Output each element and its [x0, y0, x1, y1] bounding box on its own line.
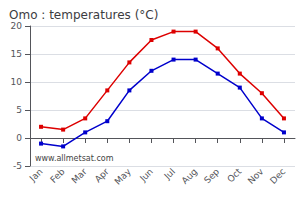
svg-text:Jan: Jan: [27, 166, 45, 184]
svg-text:Feb: Feb: [48, 166, 67, 185]
svg-text:-5: -5: [13, 161, 22, 171]
svg-text:Omo : temperatures (°C): Omo : temperatures (°C): [9, 8, 158, 22]
svg-text:www.allmetsat.com: www.allmetsat.com: [35, 154, 114, 163]
svg-text:0: 0: [16, 133, 22, 143]
svg-text:5: 5: [16, 105, 22, 115]
svg-text:Jun: Jun: [137, 166, 155, 184]
svg-text:20: 20: [11, 21, 23, 31]
svg-text:Nov: Nov: [246, 166, 266, 186]
svg-text:Dec: Dec: [268, 166, 287, 185]
svg-text:Oct: Oct: [225, 166, 243, 184]
svg-text:15: 15: [11, 49, 22, 59]
svg-text:Jul: Jul: [162, 166, 177, 181]
svg-text:May: May: [113, 166, 134, 187]
svg-text:Apr: Apr: [93, 166, 111, 184]
svg-text:Aug: Aug: [180, 166, 199, 185]
svg-text:Sep: Sep: [202, 166, 221, 185]
svg-text:Mar: Mar: [70, 166, 89, 185]
svg-text:10: 10: [11, 77, 23, 87]
